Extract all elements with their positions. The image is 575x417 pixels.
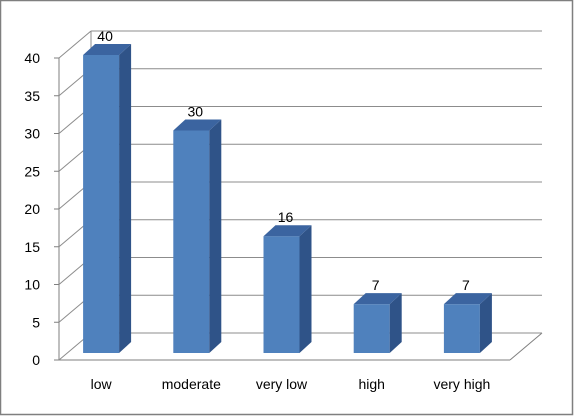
category-label: moderate <box>162 376 221 392</box>
bars <box>83 44 492 353</box>
floor-edge <box>509 332 543 361</box>
bar <box>443 293 492 353</box>
data-label: 7 <box>462 277 470 293</box>
bar-top <box>173 119 222 131</box>
data-labels: 40 30 16 7 7 <box>97 28 470 293</box>
bar <box>353 293 402 353</box>
y-axis-ticks: 0 5 10 15 20 25 30 35 40 <box>24 50 59 368</box>
category-label: high <box>358 376 384 392</box>
category-label: very high <box>433 376 490 392</box>
y-tick-label: 25 <box>24 163 40 179</box>
data-label: 40 <box>97 28 113 44</box>
y-tick-label: 15 <box>24 239 40 255</box>
bar-front <box>353 304 390 353</box>
data-label: 7 <box>372 277 380 293</box>
bar-front <box>83 55 120 353</box>
y-tick-label: 10 <box>24 277 40 293</box>
bar-side <box>299 225 312 353</box>
bar-front <box>443 304 480 353</box>
bar-top <box>353 293 402 305</box>
bar <box>83 44 132 353</box>
bar <box>263 225 312 353</box>
y-tick-label: 30 <box>24 126 40 142</box>
y-tick-label: 35 <box>24 88 40 104</box>
bar-side <box>479 293 492 353</box>
data-label: 30 <box>188 104 204 120</box>
bar <box>173 119 222 353</box>
data-label: 16 <box>278 209 294 225</box>
category-label: low <box>91 376 113 392</box>
category-labels: low moderate very low high very high <box>91 376 491 392</box>
bar-top <box>443 293 492 305</box>
category-label: very low <box>256 376 308 392</box>
bar-front <box>263 236 300 353</box>
bar-side <box>209 119 222 353</box>
bar-front <box>173 130 210 353</box>
y-tick-label: 5 <box>32 314 40 330</box>
bar-side <box>389 293 402 353</box>
gridline-depth <box>58 30 92 59</box>
bar-top <box>263 225 312 237</box>
y-tick-label: 40 <box>24 50 40 66</box>
y-tick-label: 20 <box>24 201 40 217</box>
y-tick-label: 0 <box>32 352 40 368</box>
bar-top <box>83 44 132 55</box>
bar-side <box>119 44 132 353</box>
